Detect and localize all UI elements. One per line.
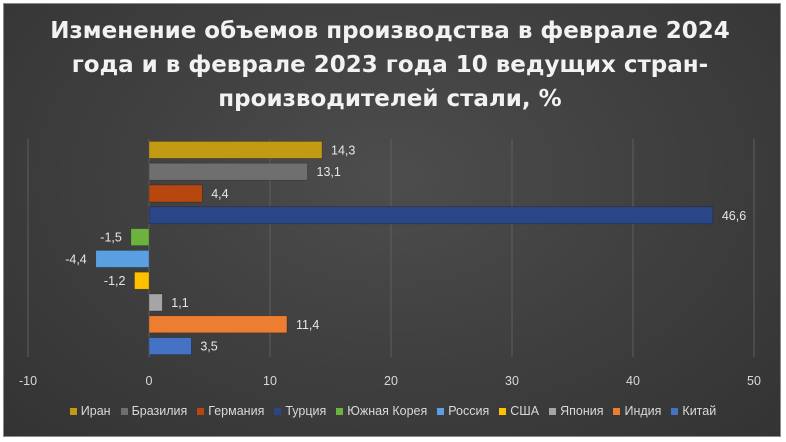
legend-label: Бразилия [131,404,188,418]
legend-item: США [499,404,539,418]
x-tick-label: 10 [263,374,277,388]
legend-swatch [336,407,344,415]
x-tick-label: 50 [747,374,761,388]
data-label: 11,4 [296,318,319,332]
legend-item: Южная Корея [336,404,427,418]
bar-4 [148,206,714,225]
legend-swatch [120,407,128,415]
legend-swatch [274,407,282,415]
bar-8 [148,293,163,312]
legend-label: Турция [285,404,327,418]
x-tick-label: -10 [19,374,37,388]
data-label: 13,1 [317,165,341,179]
bar-10 [148,337,192,355]
chart-title: Изменение объемов производства в феврале… [50,18,730,112]
x-tick-label: 30 [505,374,519,388]
legend-swatch [671,407,679,415]
legend-item: Россия [437,404,489,418]
legend-swatch [69,407,77,415]
data-label: 14,3 [331,143,355,157]
x-tick-label: 20 [384,374,398,388]
data-label: 4,4 [211,187,228,201]
legend-label: США [510,404,540,418]
bar-9 [148,315,288,334]
data-label: -1,2 [104,274,126,288]
legend-item: Иран [69,404,111,418]
legend-swatch [499,407,507,415]
data-label: 3,5 [200,340,217,354]
legend-label: Россия [448,404,490,418]
data-label: -4,4 [65,252,87,266]
legend-item: Германия [197,404,264,418]
bar-3 [148,184,203,203]
data-label: 1,1 [171,296,188,310]
x-tick-label: 0 [146,374,153,388]
chart-legend: Иран Бразилия Германия Турция Южная Корея Рос… [0,404,786,418]
legend-label: Германия [208,404,265,418]
legend-item: Индия [613,404,661,418]
legend-item: Япония [549,404,603,418]
legend-label: Индия [624,404,662,418]
bar-1 [148,141,323,159]
legend-swatch [549,407,557,415]
legend-label: Иран [80,404,111,418]
legend-swatch [613,407,621,415]
legend-swatch [437,407,445,415]
data-label: -1,5 [100,231,122,245]
legend-label: Южная Корея [347,404,428,418]
data-label: 46,6 [722,209,746,223]
bar-2 [148,162,308,181]
legend-label: Япония [560,404,604,418]
bar-7 [134,271,150,290]
legend-item: Турция [274,404,326,418]
legend-swatch [197,407,205,415]
x-tick-label: 40 [626,374,640,388]
legend-label: Китай [682,404,717,418]
bar-5 [130,228,150,246]
legend-item: Китай [671,404,716,418]
bar-6 [95,250,150,268]
legend-item: Бразилия [120,404,188,418]
